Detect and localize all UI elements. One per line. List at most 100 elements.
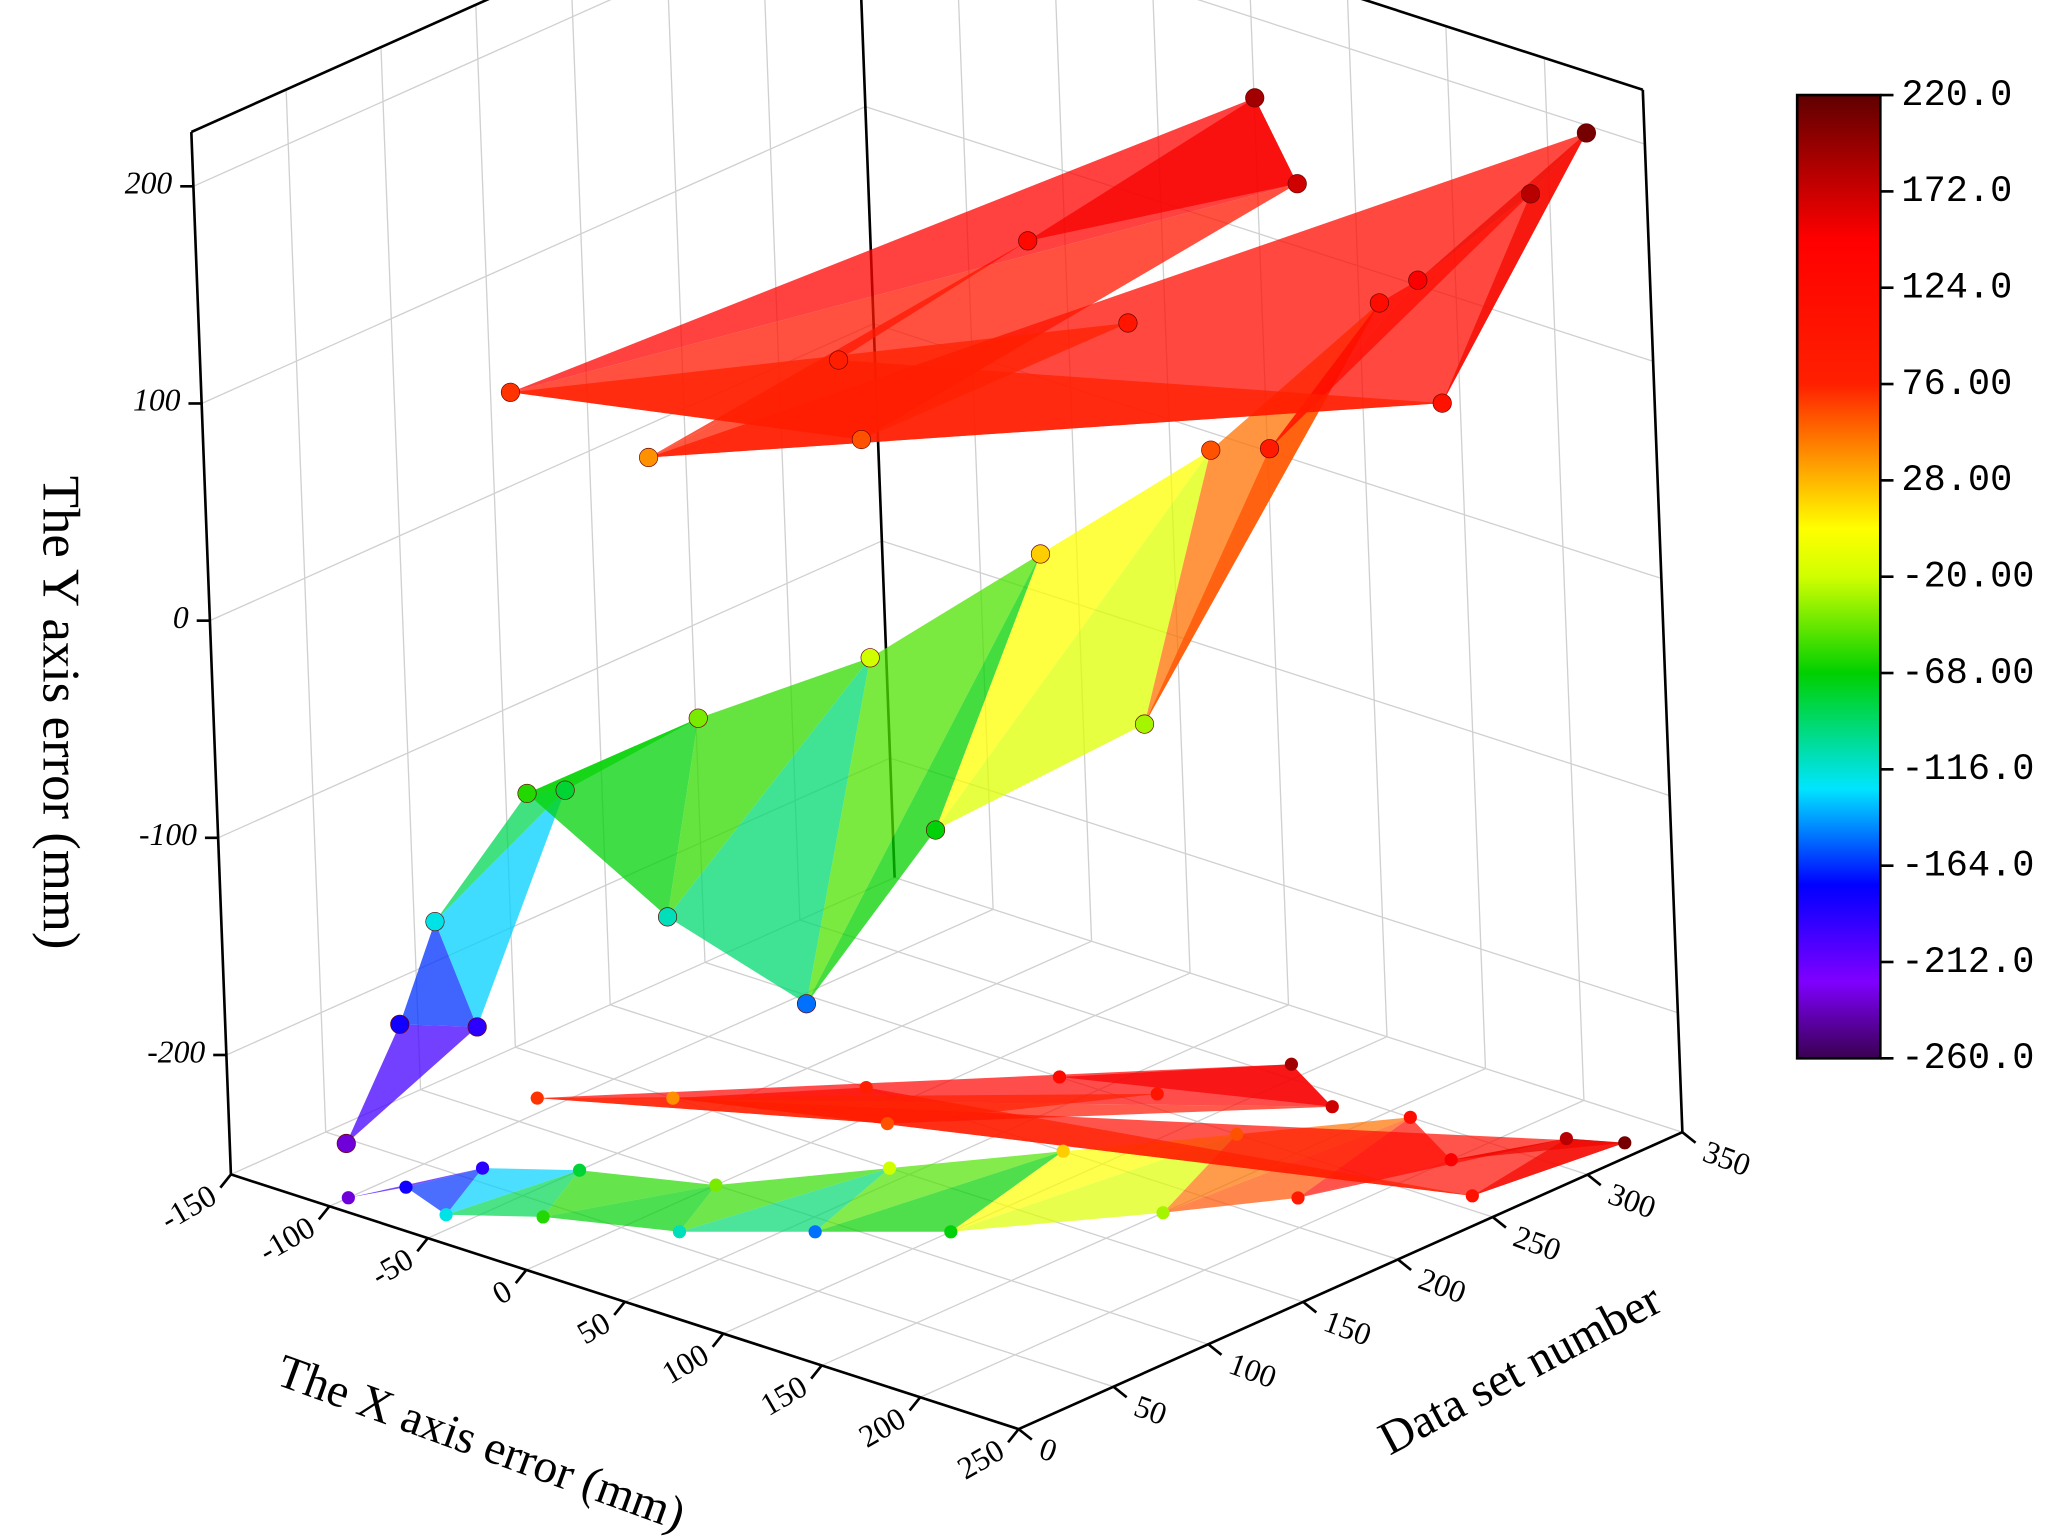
surface-point	[796, 994, 817, 1014]
surface-facet	[399, 921, 478, 1027]
floor-point	[666, 1091, 680, 1105]
y-tick-label: 200	[1414, 1261, 1471, 1310]
surface-point	[1245, 88, 1265, 108]
surface-point	[517, 783, 537, 803]
x-tick	[908, 1396, 922, 1412]
surface-facet	[527, 718, 699, 917]
z-tick-label: 0	[173, 600, 189, 635]
x-tick-label: -150	[154, 1178, 222, 1237]
colorbar-tick-label: -68.00	[1901, 653, 2034, 695]
x-tick-label: 250	[951, 1432, 1010, 1486]
floor-facet	[537, 1093, 1158, 1124]
grid-line	[329, 908, 994, 1207]
floor-point	[1618, 1136, 1632, 1150]
colorbar-tick-label: -260.0	[1901, 1038, 2034, 1080]
surface-facet	[510, 97, 1298, 393]
surface-facet	[510, 322, 1128, 440]
floor-point	[1465, 1189, 1479, 1203]
x-tick	[514, 1269, 528, 1284]
z-tick-label: -100	[139, 817, 197, 852]
colorbar-tick-label: 172.0	[1901, 171, 2012, 213]
floor-point	[880, 1117, 894, 1131]
x-tick-label: 200	[853, 1400, 912, 1454]
y-tick-label: 250	[1509, 1219, 1566, 1268]
y-tick	[1681, 1131, 1697, 1144]
grid-line	[821, 1067, 1486, 1367]
colorbar-tick-label: -20.00	[1901, 556, 2034, 598]
colorbar-tick-label: -116.0	[1901, 749, 2034, 791]
y-tick	[1491, 1216, 1507, 1229]
grid-line	[201, 105, 866, 405]
x-tick	[711, 1332, 725, 1348]
surface-point	[555, 780, 575, 800]
y-tick-label: 100	[1225, 1346, 1282, 1395]
y-tick	[1302, 1300, 1318, 1314]
colorbar-tick-label: -164.0	[1901, 845, 2034, 887]
grid-line	[865, 105, 1654, 362]
floor-facet	[543, 1185, 716, 1232]
floor-point	[572, 1163, 587, 1177]
floor-point	[1156, 1206, 1170, 1220]
grid-line	[285, 89, 327, 1133]
surface-facet	[806, 553, 1041, 1004]
floor-point	[536, 1210, 550, 1224]
surface-point	[1520, 184, 1541, 204]
floor-point	[1056, 1144, 1070, 1158]
axis-edge	[1018, 1131, 1683, 1431]
surface-facet	[434, 790, 566, 1027]
surface-point	[1432, 393, 1452, 413]
surface-point	[925, 820, 946, 840]
grid-line	[1346, 0, 1388, 1037]
y-tick-label: 0	[1035, 1431, 1062, 1469]
floor-point	[1150, 1087, 1164, 1101]
floor-facet	[815, 1151, 1064, 1232]
floor-point	[709, 1178, 723, 1192]
x-axis-title: The X axis error (mm)	[270, 1345, 692, 1540]
y-tick-label: 150	[1319, 1303, 1376, 1352]
floor-point	[399, 1180, 413, 1194]
surface-point	[1201, 440, 1221, 460]
floor-point	[1403, 1110, 1417, 1124]
y-tick	[1586, 1173, 1602, 1187]
axis-edge	[1360, 0, 1644, 92]
x-tick	[317, 1205, 331, 1221]
surface-facet	[935, 450, 1211, 831]
surface-point	[1030, 544, 1051, 564]
x-tick	[613, 1300, 626, 1316]
y-tick-label: 350	[1699, 1134, 1756, 1183]
floor-point	[808, 1225, 822, 1239]
x-tick	[416, 1237, 429, 1253]
y-axis-title: Data set number	[1371, 1273, 1670, 1465]
surface-point	[829, 350, 849, 370]
surface-point	[851, 429, 871, 450]
surface-point	[1259, 439, 1280, 459]
colorbar	[1795, 93, 1882, 1060]
floor-facet	[679, 1168, 890, 1232]
surface-point	[467, 1017, 487, 1037]
floor-point	[1559, 1131, 1574, 1146]
floor-facet	[815, 1151, 1064, 1232]
x-tick-label: 50	[571, 1305, 616, 1351]
y-tick-label: 50	[1130, 1388, 1172, 1432]
floor-point	[1444, 1153, 1458, 1167]
grid-line	[799, 919, 1588, 1176]
floor-point	[882, 1161, 897, 1175]
floor-point	[672, 1225, 687, 1239]
x-tick-label: 0	[486, 1273, 517, 1311]
floor-facet	[405, 1168, 483, 1215]
surface-point	[390, 1014, 410, 1034]
surface-point	[1287, 174, 1307, 194]
grid-line	[889, 757, 1679, 1014]
surface-facet	[346, 1024, 478, 1144]
axis-edge	[1641, 89, 1684, 1133]
grid-line	[624, 1004, 1289, 1303]
floor-point	[1230, 1127, 1244, 1141]
surface-point	[688, 708, 708, 728]
surface-point	[657, 907, 678, 927]
surface-point	[860, 648, 880, 668]
floor-point	[944, 1225, 958, 1239]
z-tick-label: 100	[133, 383, 181, 418]
y-tick	[1207, 1343, 1223, 1356]
y-tick-label: 300	[1604, 1176, 1661, 1225]
